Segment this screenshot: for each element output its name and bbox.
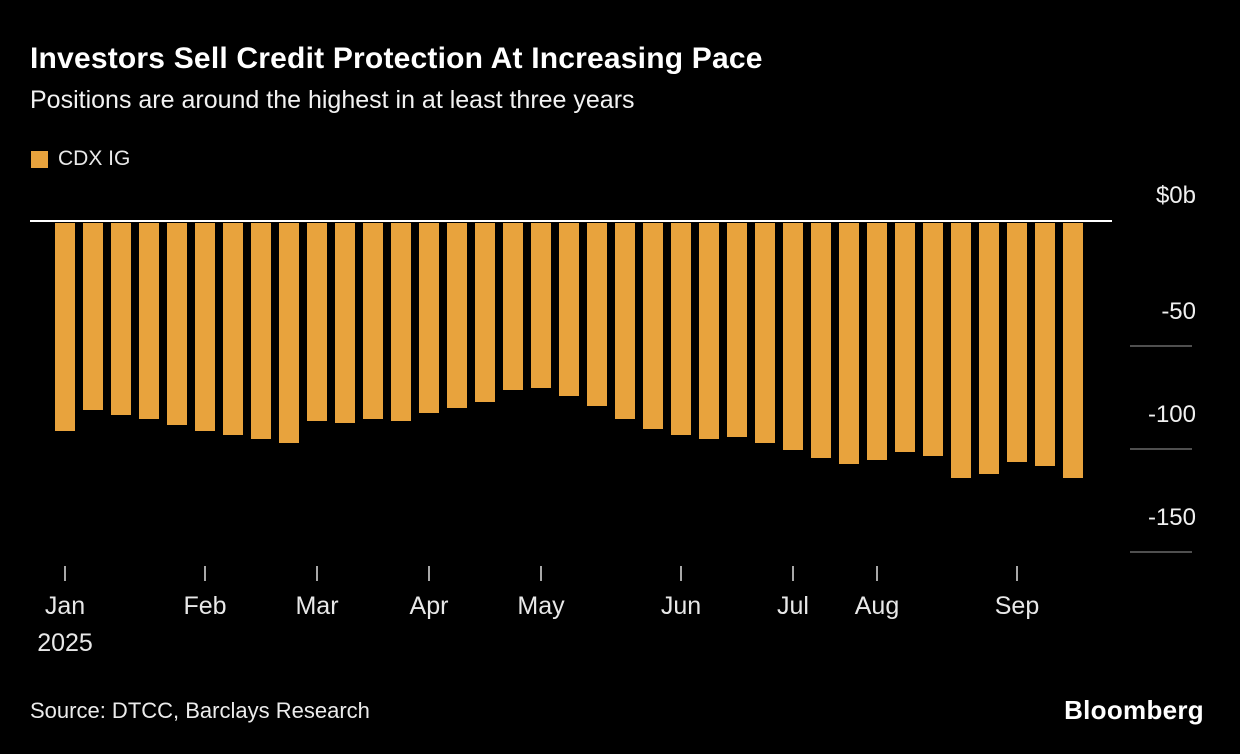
x-label-sep: Sep (994, 592, 1040, 620)
x-tick-jun (680, 566, 682, 581)
bar-week-3 (139, 223, 159, 419)
bar-week-24 (727, 223, 747, 437)
x-label-apr: Apr (409, 592, 449, 620)
bar-week-7 (251, 223, 271, 439)
bar-week-17 (531, 223, 551, 388)
bar-week-27 (811, 223, 831, 458)
bar-week-16 (503, 223, 523, 390)
chart-title: Investors Sell Credit Protection At Incr… (30, 42, 763, 75)
x-label-jul: Jul (777, 592, 809, 620)
x-tick-sep (1016, 566, 1018, 581)
bar-week-12 (391, 223, 411, 421)
x-tick-may (540, 566, 542, 581)
x-label-jan: Jan (44, 592, 86, 620)
legend: CDX IG (31, 147, 130, 171)
bar-week-29 (867, 223, 887, 460)
x-label-may: May (517, 592, 565, 620)
y-tick-label-1: -50 (1161, 298, 1196, 325)
bar-week-15 (475, 223, 495, 402)
bar-week-28 (839, 223, 859, 464)
bar-week-33 (979, 223, 999, 474)
y-tick-label-3: -150 (1147, 504, 1196, 531)
legend-label: CDX IG (58, 147, 131, 170)
bar-week-10 (335, 223, 355, 423)
bar-week-11 (363, 223, 383, 419)
y-tick-label-2: -100 (1147, 401, 1196, 428)
legend-swatch (31, 150, 48, 168)
y-tick-underline-3 (1130, 551, 1192, 553)
bar-week-14 (447, 223, 467, 408)
bar-week-2 (111, 223, 131, 415)
bar-week-20 (615, 223, 635, 419)
y-tick-label-0: $0b (1155, 182, 1196, 209)
x-sublabel-year: 2025 (37, 629, 93, 657)
bar-week-0 (55, 223, 75, 431)
bar-week-35 (1035, 223, 1055, 466)
x-label-aug: Aug (854, 592, 900, 620)
x-label-feb: Feb (183, 592, 227, 620)
x-label-jun: Jun (660, 592, 702, 620)
bar-week-32 (951, 223, 971, 478)
bar-week-22 (671, 223, 691, 435)
x-tick-mar (316, 566, 318, 581)
bloomberg-logo: Bloomberg (1064, 695, 1204, 725)
x-label-mar: Mar (295, 592, 339, 620)
bar-week-9 (307, 223, 327, 421)
bar-week-25 (755, 223, 775, 443)
x-tick-feb (204, 566, 206, 581)
bar-week-26 (783, 223, 803, 450)
bar-week-21 (643, 223, 663, 429)
bar-week-18 (559, 223, 579, 396)
bar-week-19 (587, 223, 607, 406)
x-tick-apr (428, 566, 430, 581)
bar-week-5 (195, 223, 215, 431)
y-tick-underline-2 (1130, 448, 1192, 450)
source-text: Source: DTCC, Barclays Research (30, 698, 370, 723)
x-tick-jul (792, 566, 794, 581)
bar-week-30 (895, 223, 915, 452)
bar-week-6 (223, 223, 243, 435)
bar-week-34 (1007, 223, 1027, 462)
bar-week-1 (83, 223, 103, 410)
x-tick-aug (876, 566, 878, 581)
bar-week-23 (699, 223, 719, 439)
bar-week-4 (167, 223, 187, 425)
chart-subtitle: Positions are around the highest in at l… (30, 86, 635, 114)
zero-baseline (30, 220, 1112, 222)
x-tick-jan (64, 566, 66, 581)
y-tick-underline-1 (1130, 345, 1192, 347)
bar-week-13 (419, 223, 439, 413)
bar-week-36 (1063, 223, 1083, 478)
bar-week-8 (279, 223, 299, 443)
bar-week-31 (923, 223, 943, 456)
